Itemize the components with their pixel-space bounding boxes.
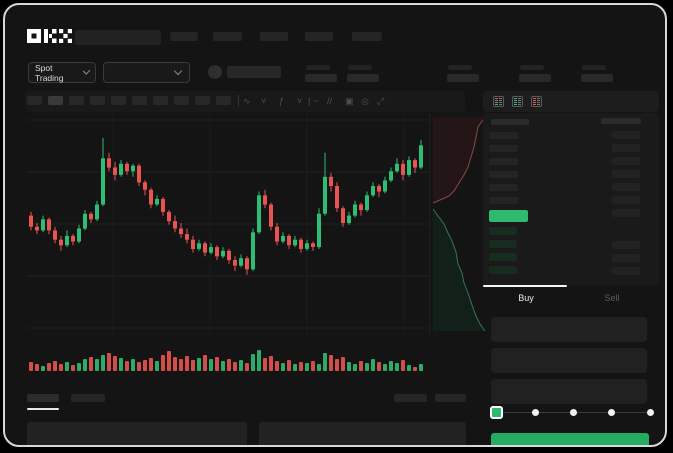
stat-label-placeholder	[582, 65, 606, 70]
bottom-tab-underline	[27, 408, 59, 410]
slider-handle[interactable]	[490, 406, 503, 419]
trades-row-placeholder	[612, 170, 640, 178]
chevron-down-icon	[82, 66, 91, 76]
stat-label-placeholder	[348, 65, 372, 70]
stat-value-placeholder	[347, 74, 379, 82]
bottom-tab-active-placeholder[interactable]	[27, 394, 59, 402]
depth-profile[interactable]	[431, 113, 485, 338]
trades-row-placeholder	[612, 144, 640, 152]
bottom-tab-placeholder[interactable]	[71, 394, 105, 402]
ask-row-placeholder[interactable]	[489, 145, 518, 152]
bid-row-placeholder[interactable]	[489, 240, 517, 248]
buy-submit-button[interactable]	[491, 433, 649, 445]
timeframe-button[interactable]	[153, 96, 168, 105]
pair-dropdown[interactable]	[103, 62, 190, 83]
orderbook-asks-icon[interactable]	[531, 96, 542, 107]
open-orders-panel-placeholder	[27, 422, 247, 445]
timeframe-button[interactable]	[111, 96, 126, 105]
indicators-icon[interactable]: ƒ	[279, 96, 285, 106]
nav-item-placeholder[interactable]	[213, 32, 242, 41]
settings-icon[interactable]: ◎	[361, 96, 369, 106]
stat-value-placeholder	[519, 74, 551, 82]
header-search-placeholder	[75, 30, 161, 45]
orderbook-right-header-placeholder	[601, 118, 641, 124]
trades-row-placeholder	[612, 209, 640, 217]
bid-row-placeholder[interactable]	[489, 253, 517, 261]
timeframe-button[interactable]	[216, 96, 231, 105]
ask-row-placeholder[interactable]	[489, 184, 518, 191]
timeframe-button[interactable]	[69, 96, 84, 105]
trades-row-placeholder	[612, 196, 640, 204]
bottom-action-placeholder[interactable]	[435, 394, 466, 402]
candle-style-icon[interactable]: ∿	[243, 96, 251, 106]
app-window: Spot Trading ∿ ˅ ƒ ˅ ~ | // ▣ ◎ ⤢ Buy Sell	[3, 3, 667, 447]
timeframe-button[interactable]	[90, 96, 105, 105]
timeframe-button[interactable]	[48, 96, 63, 105]
compare-icon[interactable]: //	[327, 96, 333, 106]
bid-row-placeholder[interactable]	[489, 227, 517, 235]
toolbar-divider	[238, 95, 239, 107]
tab-buy[interactable]: Buy	[518, 293, 534, 303]
stat-value-placeholder	[447, 74, 479, 82]
trades-row-placeholder	[612, 254, 640, 262]
order-input-placeholder[interactable]	[491, 317, 647, 342]
timeframe-button[interactable]	[27, 96, 42, 105]
price-chart[interactable]	[27, 113, 429, 373]
stat-label-placeholder	[520, 65, 544, 70]
last-price-highlight[interactable]	[489, 210, 528, 222]
nav-item-placeholder[interactable]	[352, 32, 382, 41]
timeframe-button[interactable]	[132, 96, 147, 105]
trades-row-placeholder	[612, 131, 640, 139]
orderbook-bids-icon[interactable]	[512, 96, 523, 107]
stat-value-placeholder	[581, 74, 613, 82]
nav-item-placeholder[interactable]	[305, 32, 333, 41]
orderbook-all-icon[interactable]	[493, 96, 504, 107]
right-toolbar-strip	[483, 91, 659, 112]
market-type-selector[interactable]: Spot Trading	[28, 62, 96, 83]
market-type-label: Spot Trading	[35, 62, 64, 83]
fullscreen-icon[interactable]: ⤢	[377, 96, 385, 106]
snapshot-icon[interactable]: ▣	[345, 96, 354, 106]
ask-row-placeholder[interactable]	[489, 197, 518, 204]
timeframe-button[interactable]	[174, 96, 189, 105]
order-history-panel-placeholder	[259, 422, 466, 445]
line-style-icon[interactable]: ~	[313, 96, 319, 106]
toolbar-divider: |	[308, 96, 311, 106]
tab-indicator	[483, 285, 567, 287]
trades-row-placeholder	[612, 241, 640, 249]
okx-logo[interactable]	[27, 29, 73, 44]
coin-avatar	[208, 65, 222, 79]
order-input-placeholder[interactable]	[491, 379, 647, 404]
tab-sell[interactable]: Sell	[604, 293, 620, 303]
slider-stop[interactable]	[570, 409, 577, 416]
pair-name-placeholder	[227, 66, 281, 78]
bid-row-placeholder[interactable]	[489, 266, 517, 274]
slider-stop[interactable]	[608, 409, 615, 416]
order-input-placeholder[interactable]	[491, 348, 647, 373]
nav-item-placeholder[interactable]	[260, 32, 288, 41]
chevron-down-icon	[173, 66, 183, 76]
chart-depth-divider	[429, 113, 430, 338]
caret-down-icon[interactable]: ˅	[297, 96, 303, 106]
stat-value-placeholder	[305, 74, 337, 82]
stat-label-placeholder	[306, 65, 330, 70]
slider-stop[interactable]	[532, 409, 539, 416]
trades-row-placeholder	[612, 157, 640, 165]
bottom-action-placeholder[interactable]	[394, 394, 427, 402]
nav-item-placeholder[interactable]	[170, 32, 198, 41]
trades-row-placeholder	[612, 267, 640, 275]
ask-row-placeholder[interactable]	[489, 171, 518, 178]
slider-stop[interactable]	[647, 409, 654, 416]
timeframe-button[interactable]	[195, 96, 210, 105]
ask-row-placeholder[interactable]	[489, 158, 518, 165]
caret-down-icon[interactable]: ˅	[261, 96, 267, 106]
orderbook-left-header-placeholder	[491, 119, 529, 125]
ask-row-placeholder[interactable]	[489, 132, 518, 139]
stat-label-placeholder	[448, 65, 472, 70]
trades-row-placeholder	[612, 183, 640, 191]
